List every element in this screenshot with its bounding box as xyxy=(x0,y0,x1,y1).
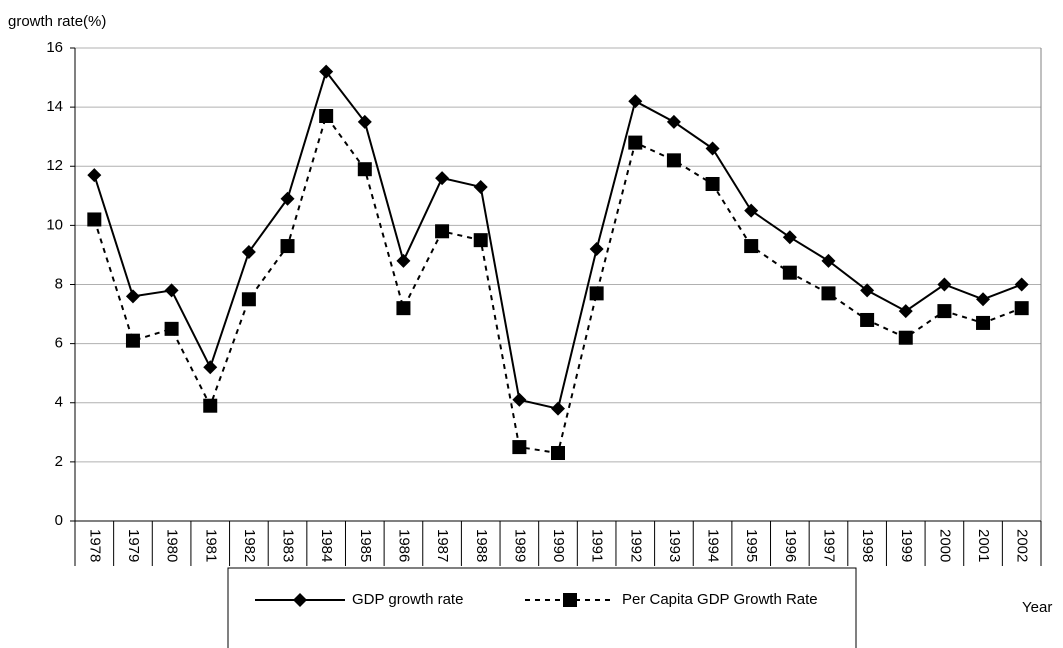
data-point xyxy=(589,286,604,301)
x-tick-label: 1985 xyxy=(357,529,374,562)
data-point xyxy=(319,108,334,123)
series-line xyxy=(93,69,1023,410)
data-point xyxy=(976,315,991,330)
y-tick-label: 16 xyxy=(46,39,63,56)
data-point xyxy=(937,277,952,292)
data-point xyxy=(705,176,720,191)
x-tick-label: 1989 xyxy=(511,529,528,562)
y-tick-label: 2 xyxy=(55,453,63,470)
data-point xyxy=(705,141,720,156)
data-point xyxy=(203,398,218,413)
x-tick-label: 1996 xyxy=(782,529,799,562)
data-point xyxy=(87,168,102,183)
x-tick-label: 1992 xyxy=(627,529,644,562)
data-point xyxy=(744,203,759,218)
data-point xyxy=(319,64,334,79)
y-tick-label: 14 xyxy=(46,98,63,115)
legend-marker xyxy=(563,593,577,607)
data-point xyxy=(666,153,681,168)
data-point xyxy=(898,330,913,345)
data-point xyxy=(164,283,179,298)
data-point xyxy=(357,114,372,129)
data-point xyxy=(1014,301,1029,316)
y-tick-label: 8 xyxy=(55,275,63,292)
data-point xyxy=(744,239,759,254)
data-point xyxy=(589,242,604,257)
data-point xyxy=(551,446,565,461)
data-point xyxy=(473,179,488,194)
data-point xyxy=(860,283,875,298)
x-tick-label: 1987 xyxy=(434,529,451,562)
x-tick-label: 1980 xyxy=(164,529,181,562)
data-point xyxy=(512,392,527,407)
data-point xyxy=(1014,277,1029,292)
data-point xyxy=(473,233,488,248)
data-point xyxy=(628,94,643,109)
y-tick-label: 6 xyxy=(55,335,63,352)
x-tick-label: 1984 xyxy=(318,529,335,562)
x-tick-label: 2000 xyxy=(936,529,953,562)
data-point xyxy=(435,224,450,239)
x-tick-label: 1991 xyxy=(589,529,606,562)
x-tick-label: 1999 xyxy=(898,529,915,562)
data-point xyxy=(280,191,295,206)
data-point xyxy=(396,301,411,316)
data-point xyxy=(782,265,797,280)
x-tick-label: 1988 xyxy=(473,529,490,562)
data-point xyxy=(666,114,681,129)
data-point xyxy=(357,162,372,177)
x-axis-label: Year xyxy=(1022,599,1052,616)
data-point xyxy=(628,135,643,150)
data-point xyxy=(937,304,952,319)
legend-marker xyxy=(293,593,307,607)
data-point xyxy=(782,230,797,245)
data-point xyxy=(125,289,140,304)
x-tick-label: 1990 xyxy=(550,529,567,562)
x-tick-label: 1986 xyxy=(395,529,412,562)
x-tick-label: 1998 xyxy=(859,529,876,562)
data-point xyxy=(280,239,295,254)
y-tick-label: 12 xyxy=(46,157,63,174)
x-tick-label: 1979 xyxy=(125,529,142,562)
x-tick-label: 1994 xyxy=(705,529,722,562)
data-point xyxy=(976,292,991,307)
data-point xyxy=(512,440,527,455)
x-tick-label: 1982 xyxy=(241,529,258,562)
data-point xyxy=(435,171,450,186)
y-axis-label: growth rate(%) xyxy=(8,13,106,30)
data-point xyxy=(241,292,256,307)
legend-box xyxy=(227,567,857,648)
data-point xyxy=(125,333,140,348)
legend-label: Per Capita GDP Growth Rate xyxy=(622,591,818,608)
data-point xyxy=(87,212,102,227)
data-point xyxy=(860,312,875,327)
data-point xyxy=(396,253,411,268)
y-tick-label: 0 xyxy=(55,512,63,529)
data-point xyxy=(203,360,218,375)
x-tick-label: 2002 xyxy=(1014,529,1031,562)
data-point xyxy=(241,244,256,259)
x-tick-label: 1993 xyxy=(666,529,683,562)
data-point xyxy=(551,401,565,416)
data-point xyxy=(898,304,913,319)
y-tick-label: 4 xyxy=(55,394,63,411)
data-point xyxy=(164,321,179,336)
x-tick-label: 1981 xyxy=(202,529,219,562)
y-tick-label: 10 xyxy=(46,216,63,233)
data-point xyxy=(821,286,836,301)
x-tick-label: 1995 xyxy=(743,529,760,562)
data-point xyxy=(821,253,836,268)
x-tick-label: 1983 xyxy=(280,529,297,562)
x-tick-label: 1978 xyxy=(86,529,103,562)
x-tick-label: 1997 xyxy=(821,529,838,562)
x-tick-label: 2001 xyxy=(975,529,992,562)
legend-label: GDP growth rate xyxy=(352,591,463,608)
